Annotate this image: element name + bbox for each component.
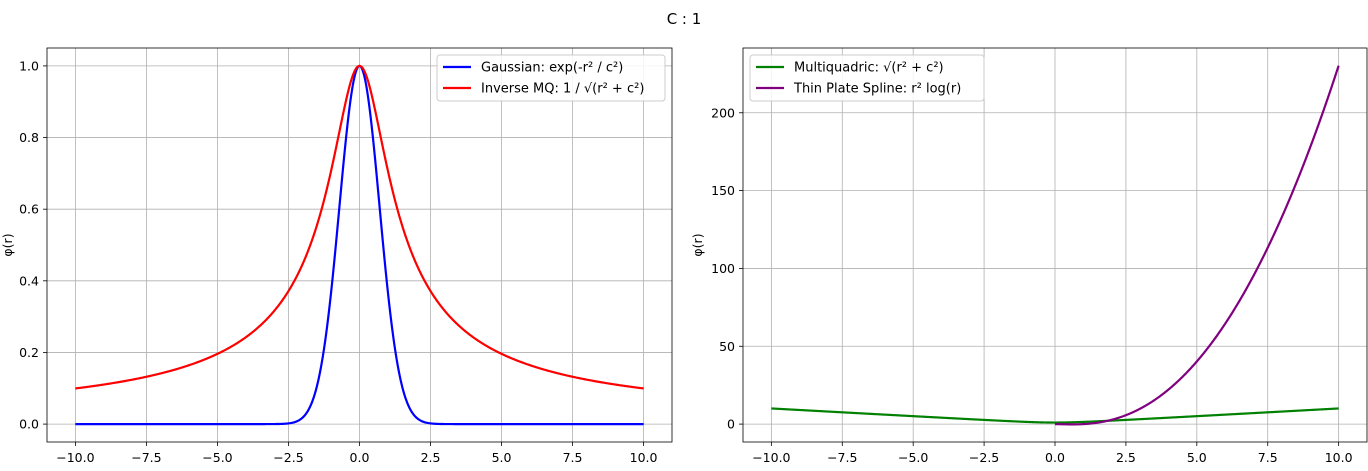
legend-box: [436, 54, 666, 102]
x-tick-label: −7.5: [131, 450, 161, 465]
grid: [743, 48, 1367, 442]
figure-title: C : 1: [667, 10, 702, 28]
y-tick-label: 0.6: [19, 202, 39, 217]
left-chart-panel: −10.0 −7.5 −5.0 −2.5 0.0 2.5 5.0 7.5 10.0 0.0 0.2 0…: [0, 47, 673, 465]
x-tick-label: 10.0: [1325, 450, 1353, 465]
x-tick-label: −10.0: [752, 450, 790, 465]
x-tick-label: 7.5: [563, 450, 583, 465]
x-tick-label: −7.5: [827, 450, 857, 465]
legend: Gaussian: exp(-r² / c²) Inverse MQ: 1 / √…: [436, 54, 666, 102]
legend-box: [749, 54, 985, 102]
legend-label: Multiquadric: √(r² + c²): [794, 61, 944, 76]
series-line-inverse-mq: [75, 64, 644, 390]
series-line-multiquadric: [770, 407, 1340, 424]
y-tick-label: 100: [711, 261, 735, 276]
x-tick-label: 0.0: [1045, 450, 1065, 465]
y-tick-label: 0.0: [19, 417, 39, 432]
legend-label: Inverse MQ: 1 / √(r² + c²): [481, 82, 644, 97]
x-tick-label: 5.0: [492, 450, 512, 465]
y-tick-label: 50: [719, 339, 735, 354]
x-tick-label: −5.0: [202, 450, 232, 465]
grid: [47, 48, 672, 442]
x-tick-label: 10.0: [630, 450, 658, 465]
legend-label: Thin Plate Spline: r² log(r): [793, 82, 961, 97]
y-tick-label: 0: [727, 417, 735, 432]
legend-label: Gaussian: exp(-r² / c²): [481, 61, 623, 76]
y-tick-label: 150: [711, 183, 735, 198]
x-tick-label: 2.5: [1116, 450, 1136, 465]
x-tick-label: −2.5: [969, 450, 999, 465]
right-chart-panel: −10.0 −7.5 −5.0 −2.5 0.0 2.5 5.0 7.5 10.0 0 50 100 1…: [690, 47, 1368, 465]
y-tick-label: 0.4: [19, 273, 39, 288]
y-tick-label: 0.8: [19, 130, 39, 145]
x-tick-label: 0.0: [350, 450, 370, 465]
y-tick-label: 200: [711, 105, 735, 120]
x-tick-label: −5.0: [898, 450, 928, 465]
legend: Multiquadric: √(r² + c²) Thin Plate Splin…: [749, 54, 985, 102]
x-tick-label: −2.5: [273, 450, 303, 465]
x-tick-label: −10.0: [56, 450, 94, 465]
y-axis-label: φ(r): [0, 233, 15, 256]
y-tick-label: 0.2: [19, 345, 39, 360]
y-axis-label: φ(r): [690, 233, 705, 256]
series-line-thin-plate: [1054, 65, 1340, 426]
x-tick-label: 5.0: [1187, 450, 1207, 465]
y-tick-label: 1.0: [19, 58, 39, 73]
x-tick-label: 7.5: [1258, 450, 1278, 465]
x-tick-label: 2.5: [421, 450, 441, 465]
